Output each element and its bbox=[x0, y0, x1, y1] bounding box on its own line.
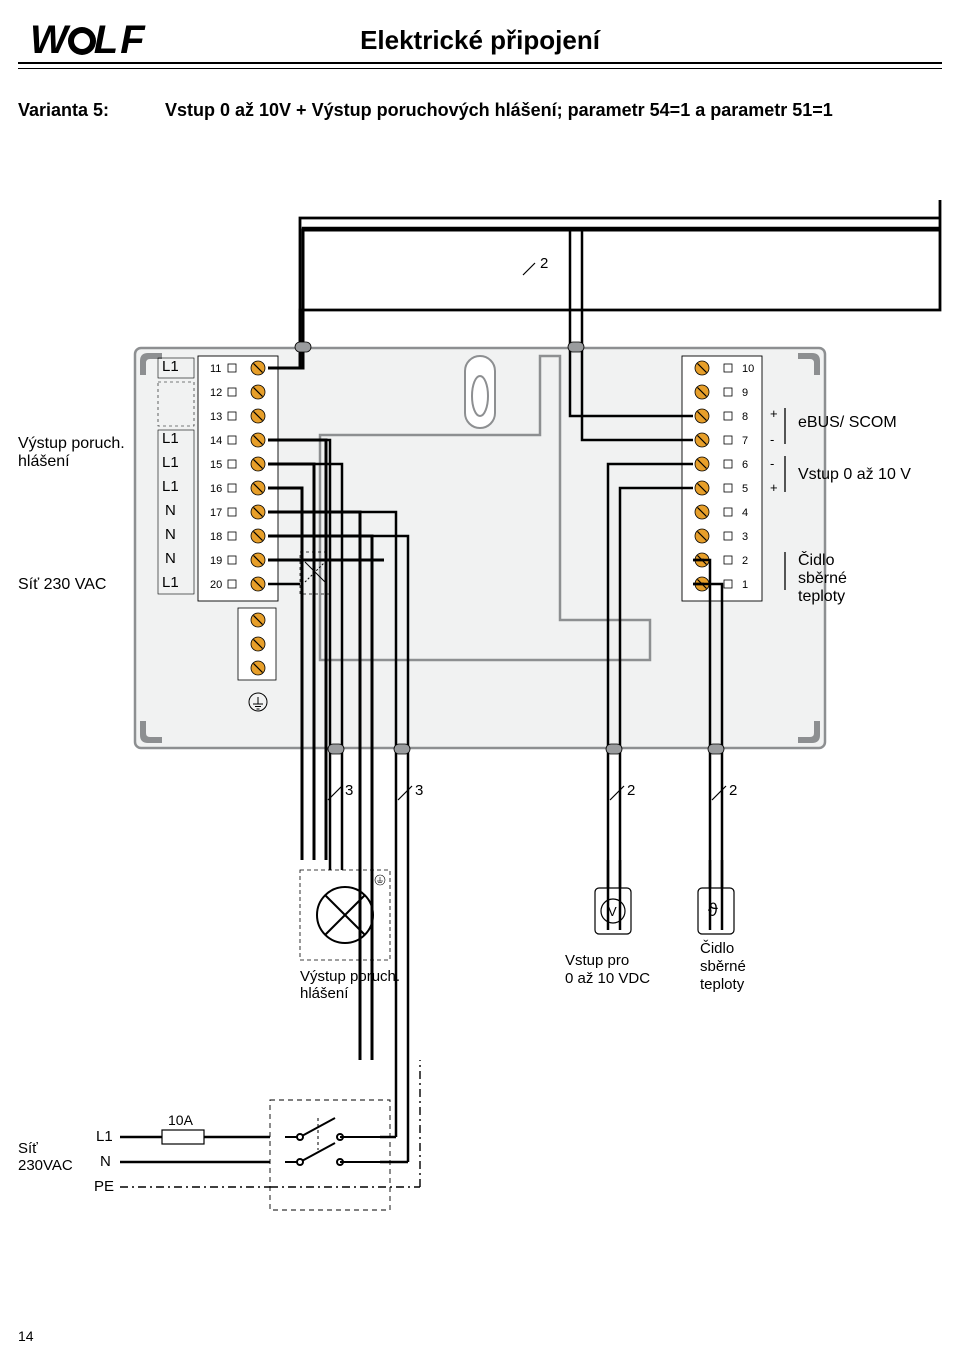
label-fault-output-bottom: Výstup poruch. hlášení bbox=[300, 968, 400, 1002]
label-sensor-2: sběrné bbox=[798, 570, 847, 588]
label-input-vdc-2: 0 až 10 VDC bbox=[565, 970, 650, 987]
label-input-vdc-1: Vstup pro bbox=[565, 952, 629, 969]
svg-text:ϑ: ϑ bbox=[708, 900, 718, 920]
left-terminal-label-20: L1 bbox=[162, 574, 179, 591]
svg-text:16: 16 bbox=[210, 483, 222, 495]
svg-text:-: - bbox=[770, 432, 774, 447]
svg-text:2: 2 bbox=[742, 555, 748, 567]
left-terminal-label-16: L1 bbox=[162, 478, 179, 495]
svg-text:3: 3 bbox=[742, 531, 748, 543]
label-sensor-3: teploty bbox=[798, 588, 845, 606]
left-terminal-label-18: N bbox=[165, 526, 176, 543]
wirecount-d: 2 bbox=[729, 782, 737, 799]
svg-text:18: 18 bbox=[210, 531, 222, 543]
left-terminal-label-11: L1 bbox=[162, 358, 179, 375]
svg-text:10: 10 bbox=[742, 363, 754, 375]
svg-text:5: 5 bbox=[742, 483, 748, 495]
left-terminal-label-19: N bbox=[165, 550, 176, 567]
svg-text:17: 17 bbox=[210, 507, 222, 519]
left-terminal-label-15: L1 bbox=[162, 454, 179, 471]
wirecount-top: 2 bbox=[540, 255, 548, 272]
label-mains-bottom: Síť 230VAC bbox=[18, 1140, 73, 1174]
svg-text:12: 12 bbox=[210, 387, 222, 399]
wiring-diagram: 11 12 13 14 15 16 17 18 19 20 bbox=[0, 0, 960, 1359]
svg-text:V: V bbox=[608, 904, 617, 919]
svg-text:15: 15 bbox=[210, 459, 222, 471]
label-fuse: 10A bbox=[168, 1112, 193, 1128]
svg-text:14: 14 bbox=[210, 435, 222, 447]
left-terminal-label-17: N bbox=[165, 502, 176, 519]
label-input-0-10v: Vstup 0 až 10 V bbox=[798, 466, 911, 484]
label-sensor-b3: teploty bbox=[700, 976, 744, 993]
label-sensor-1: Čidlo bbox=[798, 552, 834, 570]
svg-text:8: 8 bbox=[742, 411, 748, 423]
svg-text:13: 13 bbox=[210, 411, 222, 423]
svg-text:6: 6 bbox=[742, 459, 748, 471]
svg-text:7: 7 bbox=[742, 435, 748, 447]
label-sensor-b2: sběrné bbox=[700, 958, 746, 975]
svg-text:+: + bbox=[770, 406, 778, 421]
label-l1: L1 bbox=[96, 1128, 113, 1145]
svg-text:11: 11 bbox=[210, 363, 221, 375]
wirecount-a: 3 bbox=[345, 782, 353, 799]
label-mains-left: Síť 230 VAC bbox=[18, 576, 106, 594]
svg-text:20: 20 bbox=[210, 579, 222, 591]
label-sensor-b1: Čidlo bbox=[700, 940, 734, 957]
wirecount-b: 3 bbox=[415, 782, 423, 799]
label-n: N bbox=[100, 1153, 111, 1170]
svg-text:-: - bbox=[770, 456, 774, 471]
left-terminal-label-14: L1 bbox=[162, 430, 179, 447]
svg-text:+: + bbox=[770, 480, 778, 495]
wirecount-c: 2 bbox=[627, 782, 635, 799]
label-fault-output-left: Výstup poruch. hlášení bbox=[18, 435, 125, 471]
svg-text:19: 19 bbox=[210, 555, 222, 567]
label-pe: PE bbox=[94, 1178, 114, 1195]
label-ebus: eBUS/ SCOM bbox=[798, 414, 897, 432]
svg-text:1: 1 bbox=[742, 579, 748, 591]
svg-text:4: 4 bbox=[742, 507, 748, 519]
svg-text:9: 9 bbox=[742, 387, 748, 399]
